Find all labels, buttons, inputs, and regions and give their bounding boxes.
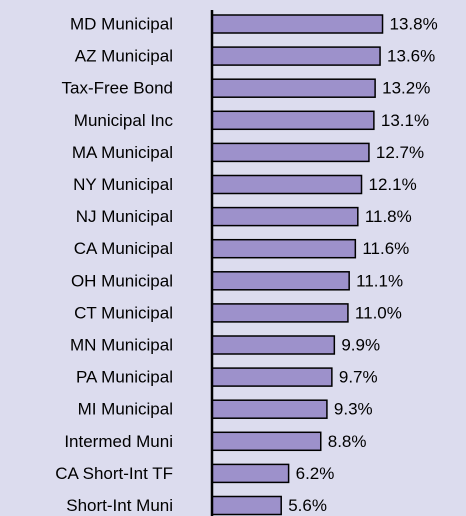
value-label: 8.8% bbox=[328, 432, 367, 451]
bar bbox=[211, 78, 376, 98]
bar bbox=[211, 463, 290, 484]
category-label: MD Municipal bbox=[70, 14, 173, 33]
category-label: Short-Int Muni bbox=[66, 496, 173, 515]
bar bbox=[211, 271, 350, 291]
bar bbox=[211, 399, 328, 419]
value-label: 13.8% bbox=[390, 14, 438, 33]
category-label: NJ Municipal bbox=[76, 207, 173, 226]
bar bbox=[211, 238, 357, 259]
category-label: OH Municipal bbox=[71, 271, 173, 290]
value-label: 11.0% bbox=[355, 303, 402, 322]
category-label: MA Municipal bbox=[72, 143, 173, 162]
category-label: PA Municipal bbox=[76, 368, 173, 387]
value-label: 11.1% bbox=[356, 271, 403, 290]
value-label: 13.1% bbox=[381, 111, 429, 130]
bar bbox=[211, 367, 333, 387]
value-label: 6.2% bbox=[296, 464, 335, 483]
category-label: MI Municipal bbox=[78, 400, 173, 419]
bar bbox=[211, 46, 381, 66]
category-label: CA Municipal bbox=[74, 239, 173, 258]
category-label: Intermed Muni bbox=[64, 432, 173, 451]
category-label: Municipal Inc bbox=[74, 111, 174, 130]
bar bbox=[211, 303, 349, 323]
value-label: 13.6% bbox=[387, 47, 435, 66]
category-label: MN Municipal bbox=[70, 335, 173, 354]
value-label: 11.6% bbox=[362, 239, 409, 258]
category-label: CA Short-Int TF bbox=[55, 464, 173, 483]
category-label: NY Municipal bbox=[73, 175, 173, 194]
category-label: Tax-Free Bond bbox=[62, 79, 174, 98]
value-label: 12.7% bbox=[376, 143, 424, 162]
bar bbox=[211, 431, 322, 452]
bar bbox=[211, 110, 375, 131]
bar bbox=[211, 335, 336, 355]
value-label: 13.2% bbox=[382, 79, 430, 98]
value-label: 9.3% bbox=[334, 400, 373, 419]
category-label: CT Municipal bbox=[74, 303, 173, 322]
value-label: 12.1% bbox=[369, 175, 417, 194]
value-label: 11.8% bbox=[365, 207, 412, 226]
value-label: 9.9% bbox=[341, 335, 380, 354]
bar bbox=[211, 174, 363, 195]
bar bbox=[211, 495, 282, 516]
category-label: AZ Municipal bbox=[75, 47, 173, 66]
bar bbox=[211, 14, 384, 34]
bar bbox=[211, 206, 359, 227]
bar bbox=[211, 142, 370, 163]
value-label: 9.7% bbox=[339, 368, 378, 387]
value-label: 5.6% bbox=[288, 496, 327, 515]
